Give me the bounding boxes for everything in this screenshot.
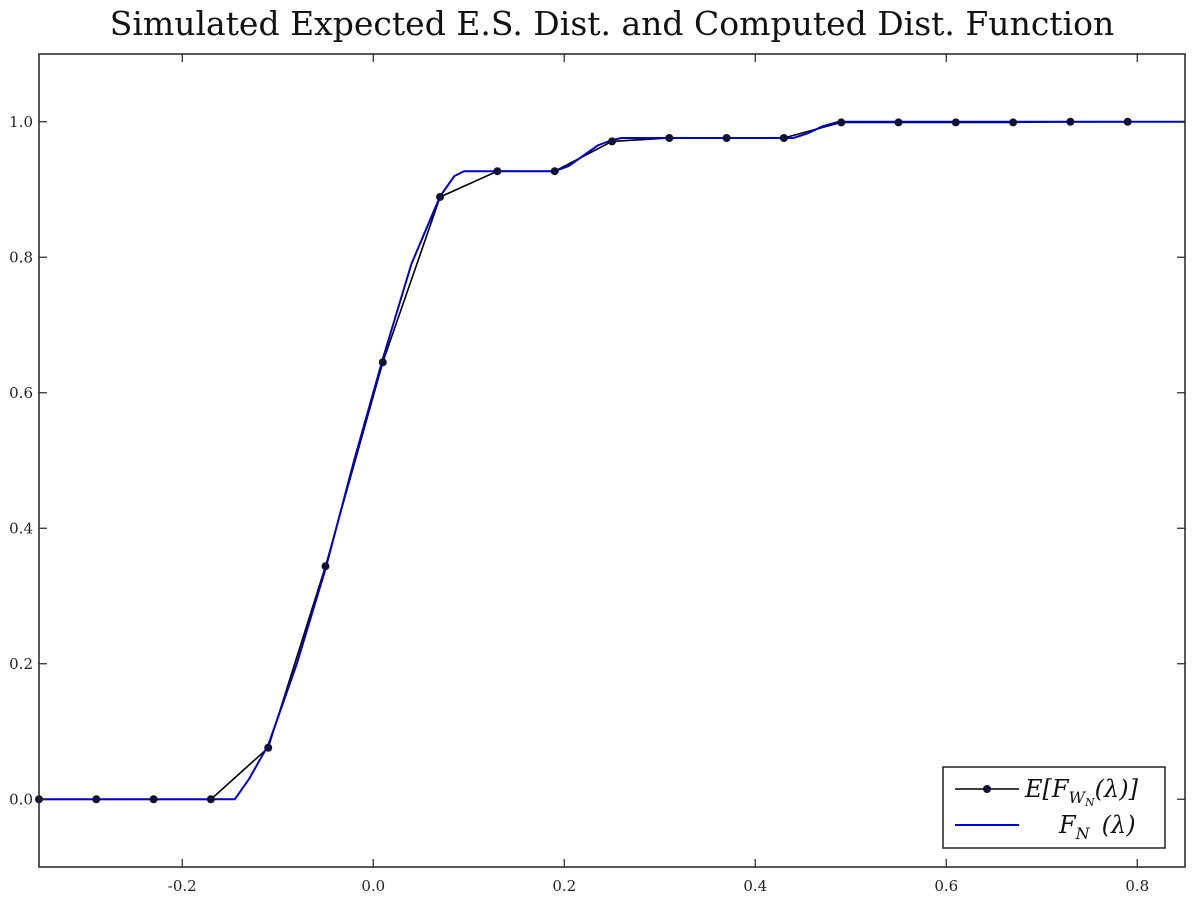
x-tick-label: 0.6	[934, 877, 958, 895]
y-tick-label: 0.2	[9, 655, 33, 673]
series-expected-point	[264, 743, 273, 752]
series-expected-point	[206, 795, 215, 804]
series-computed-line	[39, 120, 1185, 801]
legend-label-computed-main: F	[1058, 811, 1077, 839]
plot-area	[35, 117, 1185, 804]
series-expected-point	[951, 118, 960, 127]
series-expected-point	[894, 118, 903, 127]
legend: E[FWN(λ)]FN (λ)	[942, 766, 1166, 849]
series-expected-point	[1123, 117, 1132, 126]
x-tick-label: 0.4	[743, 877, 767, 895]
axis-ticks: -0.2 0.0 0.2 0.4 0.6 0.8 0.0 0.2 0.4 0.6 0.8 1.0	[9, 54, 1185, 895]
series-expected-point	[608, 137, 616, 146]
series-expected-point	[92, 795, 101, 804]
legend-label-expected-sub: W	[1069, 788, 1087, 807]
y-tick-label: 0.4	[9, 519, 33, 537]
plot-frame	[38, 53, 1186, 868]
x-tick-label: -0.2	[168, 877, 197, 895]
y-tick-label: 1.0	[9, 113, 33, 131]
series-expected-point	[378, 358, 387, 367]
series-expected-point	[779, 134, 788, 143]
y-tick-label: 0.6	[9, 384, 33, 402]
series-expected-point	[321, 562, 330, 571]
y-tick-label: 0.0	[9, 790, 33, 808]
x-tick-label: 0.2	[552, 877, 576, 895]
series-expected-point	[1066, 117, 1075, 126]
series-expected-point	[493, 167, 502, 176]
x-tick-label: 0.8	[1125, 877, 1149, 895]
series-expected-point	[1009, 118, 1018, 127]
legend-box	[942, 766, 1166, 849]
legend-label-computed-rest: (λ)	[1102, 811, 1136, 839]
chart-title: Simulated Expected E.S. Dist. and Comput…	[110, 4, 1115, 43]
series-expected-point	[837, 118, 846, 127]
series-expected-line	[39, 121, 1128, 801]
legend-label-computed: FN (λ)	[1058, 811, 1136, 843]
series-expected-point	[436, 192, 445, 201]
legend-label-computed-sub: N	[1075, 824, 1091, 843]
legend-marker-expected	[983, 785, 991, 793]
series-expected-point	[665, 134, 674, 143]
legend-label-expected: E[FWN(λ)]	[1024, 775, 1139, 809]
legend-label-expected-rest: (λ)]	[1095, 775, 1139, 803]
series-expected-point	[722, 134, 731, 143]
series-expected-point	[550, 167, 559, 176]
legend-label-expected-main: E[F	[1024, 775, 1070, 803]
x-tick-label: 0.0	[361, 877, 385, 895]
legend-label-expected-subsub: N	[1084, 796, 1095, 809]
y-tick-label: 0.8	[9, 248, 33, 266]
series-expected-point	[149, 795, 158, 804]
